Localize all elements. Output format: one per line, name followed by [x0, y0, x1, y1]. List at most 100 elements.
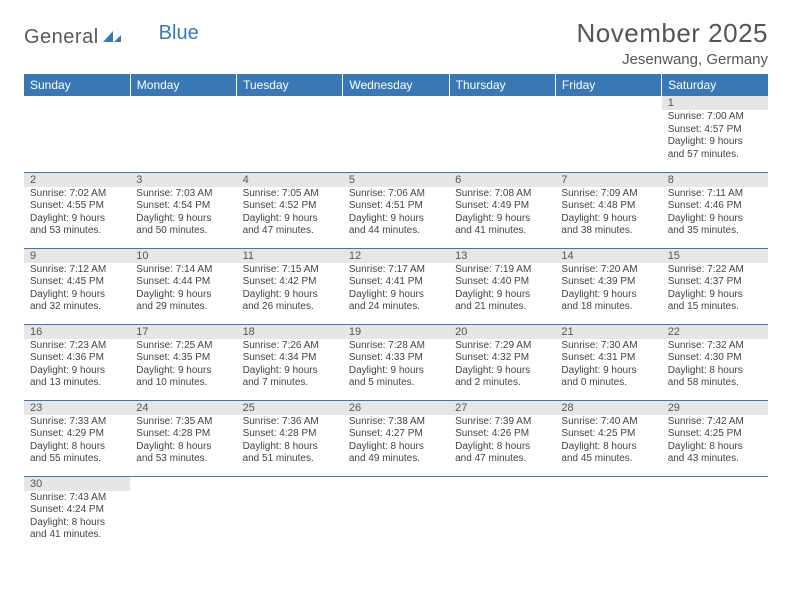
- daylight-text: Daylight: 8 hours and 49 minutes.: [349, 441, 443, 466]
- calendar-cell: 7Sunrise: 7:09 AMSunset: 4:48 PMDaylight…: [555, 172, 661, 248]
- calendar-cell: [555, 476, 661, 552]
- weekday-header-row: Sunday Monday Tuesday Wednesday Thursday…: [24, 74, 768, 96]
- calendar-cell: 6Sunrise: 7:08 AMSunset: 4:49 PMDaylight…: [449, 172, 555, 248]
- calendar-cell: 16Sunrise: 7:23 AMSunset: 4:36 PMDayligh…: [24, 324, 130, 400]
- sunset-text: Sunset: 4:57 PM: [668, 124, 762, 137]
- calendar-cell: 26Sunrise: 7:38 AMSunset: 4:27 PMDayligh…: [343, 400, 449, 476]
- calendar-cell: 8Sunrise: 7:11 AMSunset: 4:46 PMDaylight…: [662, 172, 768, 248]
- sunset-text: Sunset: 4:36 PM: [30, 352, 124, 365]
- calendar-row: 16Sunrise: 7:23 AMSunset: 4:36 PMDayligh…: [24, 324, 768, 400]
- calendar-cell: 22Sunrise: 7:32 AMSunset: 4:30 PMDayligh…: [662, 324, 768, 400]
- sunset-text: Sunset: 4:49 PM: [455, 200, 549, 213]
- sunset-text: Sunset: 4:40 PM: [455, 276, 549, 289]
- sunrise-text: Sunrise: 7:32 AM: [668, 340, 762, 353]
- sunset-text: Sunset: 4:30 PM: [668, 352, 762, 365]
- daylight-text: Daylight: 9 hours and 10 minutes.: [136, 365, 230, 390]
- header: General Blue November 2025 Jesenwang, Ge…: [24, 18, 768, 68]
- page-title: November 2025: [577, 18, 769, 49]
- sunrise-text: Sunrise: 7:29 AM: [455, 340, 549, 353]
- day-details: Sunrise: 7:06 AMSunset: 4:51 PMDaylight:…: [343, 187, 449, 240]
- calendar-cell: 13Sunrise: 7:19 AMSunset: 4:40 PMDayligh…: [449, 248, 555, 324]
- sunset-text: Sunset: 4:34 PM: [243, 352, 337, 365]
- sunrise-text: Sunrise: 7:35 AM: [136, 416, 230, 429]
- sunrise-text: Sunrise: 7:26 AM: [243, 340, 337, 353]
- day-number: 23: [24, 401, 130, 415]
- day-details: Sunrise: 7:02 AMSunset: 4:55 PMDaylight:…: [24, 187, 130, 240]
- day-details: Sunrise: 7:20 AMSunset: 4:39 PMDaylight:…: [555, 263, 661, 316]
- calendar-cell: [130, 476, 236, 552]
- day-details: Sunrise: 7:19 AMSunset: 4:40 PMDaylight:…: [449, 263, 555, 316]
- calendar-cell: 17Sunrise: 7:25 AMSunset: 4:35 PMDayligh…: [130, 324, 236, 400]
- sunset-text: Sunset: 4:46 PM: [668, 200, 762, 213]
- daylight-text: Daylight: 9 hours and 18 minutes.: [561, 289, 655, 314]
- day-number: 14: [555, 249, 661, 263]
- sunrise-text: Sunrise: 7:42 AM: [668, 416, 762, 429]
- calendar-cell: 23Sunrise: 7:33 AMSunset: 4:29 PMDayligh…: [24, 400, 130, 476]
- day-details: Sunrise: 7:23 AMSunset: 4:36 PMDaylight:…: [24, 339, 130, 392]
- sunrise-text: Sunrise: 7:43 AM: [30, 492, 124, 505]
- sunrise-text: Sunrise: 7:06 AM: [349, 188, 443, 201]
- day-details: Sunrise: 7:39 AMSunset: 4:26 PMDaylight:…: [449, 415, 555, 468]
- calendar-cell: 24Sunrise: 7:35 AMSunset: 4:28 PMDayligh…: [130, 400, 236, 476]
- daylight-text: Daylight: 9 hours and 21 minutes.: [455, 289, 549, 314]
- sunset-text: Sunset: 4:35 PM: [136, 352, 230, 365]
- day-details: Sunrise: 7:11 AMSunset: 4:46 PMDaylight:…: [662, 187, 768, 240]
- calendar-cell: [24, 96, 130, 172]
- calendar-cell: [555, 96, 661, 172]
- calendar-cell: 14Sunrise: 7:20 AMSunset: 4:39 PMDayligh…: [555, 248, 661, 324]
- day-details: Sunrise: 7:43 AMSunset: 4:24 PMDaylight:…: [24, 491, 130, 544]
- weekday-header: Monday: [130, 74, 236, 96]
- calendar-cell: [449, 476, 555, 552]
- day-number: 20: [449, 325, 555, 339]
- sunrise-text: Sunrise: 7:30 AM: [561, 340, 655, 353]
- sunrise-text: Sunrise: 7:39 AM: [455, 416, 549, 429]
- sunrise-text: Sunrise: 7:20 AM: [561, 264, 655, 277]
- calendar-cell: 20Sunrise: 7:29 AMSunset: 4:32 PMDayligh…: [449, 324, 555, 400]
- calendar-cell: [130, 96, 236, 172]
- weekday-header: Wednesday: [343, 74, 449, 96]
- day-number: 11: [237, 249, 343, 263]
- daylight-text: Daylight: 8 hours and 43 minutes.: [668, 441, 762, 466]
- day-number: 1: [662, 96, 768, 110]
- sunrise-text: Sunrise: 7:15 AM: [243, 264, 337, 277]
- daylight-text: Daylight: 8 hours and 55 minutes.: [30, 441, 124, 466]
- calendar-row: 2Sunrise: 7:02 AMSunset: 4:55 PMDaylight…: [24, 172, 768, 248]
- sunset-text: Sunset: 4:42 PM: [243, 276, 337, 289]
- calendar-cell: 3Sunrise: 7:03 AMSunset: 4:54 PMDaylight…: [130, 172, 236, 248]
- sunrise-text: Sunrise: 7:38 AM: [349, 416, 443, 429]
- day-details: Sunrise: 7:12 AMSunset: 4:45 PMDaylight:…: [24, 263, 130, 316]
- daylight-text: Daylight: 8 hours and 51 minutes.: [243, 441, 337, 466]
- calendar-cell: 25Sunrise: 7:36 AMSunset: 4:28 PMDayligh…: [237, 400, 343, 476]
- sunrise-text: Sunrise: 7:02 AM: [30, 188, 124, 201]
- day-details: Sunrise: 7:26 AMSunset: 4:34 PMDaylight:…: [237, 339, 343, 392]
- sunrise-text: Sunrise: 7:40 AM: [561, 416, 655, 429]
- calendar-cell: 30Sunrise: 7:43 AMSunset: 4:24 PMDayligh…: [24, 476, 130, 552]
- calendar-cell: 19Sunrise: 7:28 AMSunset: 4:33 PMDayligh…: [343, 324, 449, 400]
- day-details: Sunrise: 7:03 AMSunset: 4:54 PMDaylight:…: [130, 187, 236, 240]
- weekday-header: Friday: [555, 74, 661, 96]
- logo: General Blue: [24, 18, 163, 49]
- calendar-cell: 5Sunrise: 7:06 AMSunset: 4:51 PMDaylight…: [343, 172, 449, 248]
- daylight-text: Daylight: 9 hours and 29 minutes.: [136, 289, 230, 314]
- sunset-text: Sunset: 4:26 PM: [455, 428, 549, 441]
- sunrise-text: Sunrise: 7:33 AM: [30, 416, 124, 429]
- sunset-text: Sunset: 4:28 PM: [243, 428, 337, 441]
- sunset-text: Sunset: 4:44 PM: [136, 276, 230, 289]
- daylight-text: Daylight: 9 hours and 53 minutes.: [30, 213, 124, 238]
- day-details: Sunrise: 7:33 AMSunset: 4:29 PMDaylight:…: [24, 415, 130, 468]
- calendar-cell: 21Sunrise: 7:30 AMSunset: 4:31 PMDayligh…: [555, 324, 661, 400]
- day-details: Sunrise: 7:00 AMSunset: 4:57 PMDaylight:…: [662, 110, 768, 163]
- sunrise-text: Sunrise: 7:23 AM: [30, 340, 124, 353]
- calendar-cell: 9Sunrise: 7:12 AMSunset: 4:45 PMDaylight…: [24, 248, 130, 324]
- sunset-text: Sunset: 4:25 PM: [561, 428, 655, 441]
- daylight-text: Daylight: 9 hours and 32 minutes.: [30, 289, 124, 314]
- daylight-text: Daylight: 9 hours and 2 minutes.: [455, 365, 549, 390]
- day-details: Sunrise: 7:36 AMSunset: 4:28 PMDaylight:…: [237, 415, 343, 468]
- sunrise-text: Sunrise: 7:00 AM: [668, 111, 762, 124]
- day-details: Sunrise: 7:42 AMSunset: 4:25 PMDaylight:…: [662, 415, 768, 468]
- day-details: Sunrise: 7:25 AMSunset: 4:35 PMDaylight:…: [130, 339, 236, 392]
- daylight-text: Daylight: 9 hours and 0 minutes.: [561, 365, 655, 390]
- day-details: Sunrise: 7:40 AMSunset: 4:25 PMDaylight:…: [555, 415, 661, 468]
- sunrise-text: Sunrise: 7:12 AM: [30, 264, 124, 277]
- sunrise-text: Sunrise: 7:22 AM: [668, 264, 762, 277]
